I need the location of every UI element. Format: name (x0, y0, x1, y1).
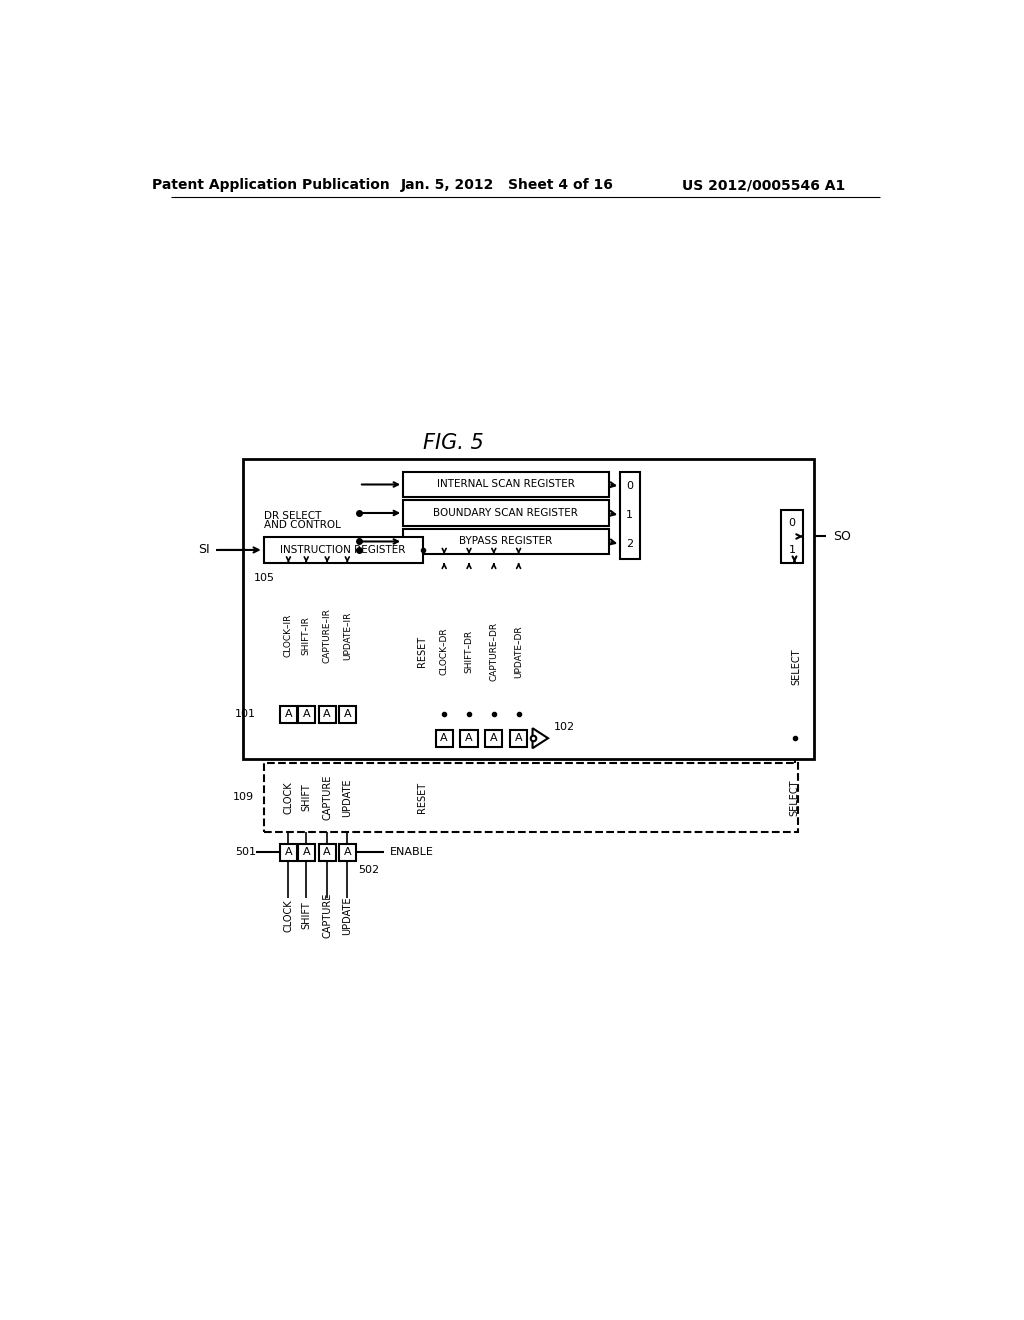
Bar (781, 511, 803, 562)
Bar (461, 730, 477, 747)
Text: INSTRUCTION REGISTER: INSTRUCTION REGISTER (281, 545, 406, 554)
Text: SI: SI (198, 544, 209, 557)
Text: A: A (302, 709, 310, 719)
Text: INTERNAL SCAN REGISTER: INTERNAL SCAN REGISTER (437, 479, 574, 490)
Text: UPDATE: UPDATE (342, 779, 352, 817)
Text: 0: 0 (627, 482, 633, 491)
Text: CAPTURE–IR: CAPTURE–IR (323, 609, 332, 663)
Text: A: A (343, 709, 351, 719)
Text: UPDATE–DR: UPDATE–DR (514, 624, 523, 677)
Text: SELECT: SELECT (792, 648, 802, 685)
Text: BYPASS REGISTER: BYPASS REGISTER (459, 536, 552, 546)
Text: A: A (285, 847, 292, 857)
Bar (263, 537, 423, 562)
Bar (403, 471, 608, 498)
Bar (280, 706, 297, 723)
Text: A: A (302, 847, 310, 857)
Text: A: A (324, 709, 331, 719)
Bar (621, 471, 640, 558)
Text: 105: 105 (254, 573, 274, 583)
Bar (298, 843, 314, 861)
Text: CAPTURE: CAPTURE (323, 775, 332, 820)
Text: FIG. 5: FIG. 5 (423, 433, 484, 453)
Text: 101: 101 (234, 709, 256, 719)
Text: 1: 1 (788, 545, 796, 554)
Text: Patent Application Publication: Patent Application Publication (153, 178, 390, 193)
Text: CLOCK: CLOCK (284, 899, 294, 932)
Text: AND CONTROL: AND CONTROL (264, 520, 341, 529)
Text: 502: 502 (358, 865, 379, 875)
Bar (339, 843, 356, 861)
Bar (298, 706, 314, 723)
Text: A: A (465, 733, 473, 743)
Bar (485, 730, 503, 747)
Text: SELECT: SELECT (790, 779, 800, 816)
Text: A: A (490, 733, 498, 743)
Text: CAPTURE: CAPTURE (323, 892, 332, 939)
Text: SHIFT: SHIFT (301, 902, 311, 929)
Text: A: A (324, 847, 331, 857)
Bar (318, 843, 336, 861)
Text: 0: 0 (788, 519, 796, 528)
Text: US 2012/0005546 A1: US 2012/0005546 A1 (682, 178, 845, 193)
Bar (318, 706, 336, 723)
Bar (435, 730, 453, 747)
Bar (243, 459, 814, 759)
Bar (280, 843, 297, 861)
Text: 501: 501 (234, 847, 256, 857)
Text: A: A (343, 847, 351, 857)
Text: SHIFT: SHIFT (301, 784, 311, 812)
Text: UPDATE: UPDATE (342, 896, 352, 935)
Text: RESET: RESET (418, 636, 427, 667)
Text: CAPTURE–DR: CAPTURE–DR (489, 622, 499, 681)
Text: Jan. 5, 2012   Sheet 4 of 16: Jan. 5, 2012 Sheet 4 of 16 (401, 178, 614, 193)
Bar (403, 529, 608, 554)
Bar (403, 500, 608, 525)
Text: A: A (285, 709, 292, 719)
Bar (510, 730, 527, 747)
Text: A: A (515, 733, 522, 743)
Text: ENABLE: ENABLE (390, 847, 434, 857)
Text: SHIFT–IR: SHIFT–IR (302, 616, 310, 655)
Text: CLOCK: CLOCK (284, 781, 294, 814)
Text: DR SELECT: DR SELECT (264, 511, 322, 520)
Text: BOUNDARY SCAN REGISTER: BOUNDARY SCAN REGISTER (433, 508, 579, 517)
Text: 2: 2 (627, 540, 634, 549)
Bar (339, 706, 356, 723)
Text: 102: 102 (554, 722, 575, 731)
Text: CLOCK–IR: CLOCK–IR (284, 614, 293, 657)
Text: SHIFT–DR: SHIFT–DR (465, 630, 473, 673)
Text: 109: 109 (232, 792, 254, 803)
Text: A: A (440, 733, 449, 743)
Text: 1: 1 (627, 511, 633, 520)
Text: RESET: RESET (418, 781, 427, 813)
Text: UPDATE–IR: UPDATE–IR (343, 611, 352, 660)
Text: SO: SO (834, 529, 851, 543)
Text: CLOCK–DR: CLOCK–DR (439, 627, 449, 675)
Bar (263, 763, 799, 832)
